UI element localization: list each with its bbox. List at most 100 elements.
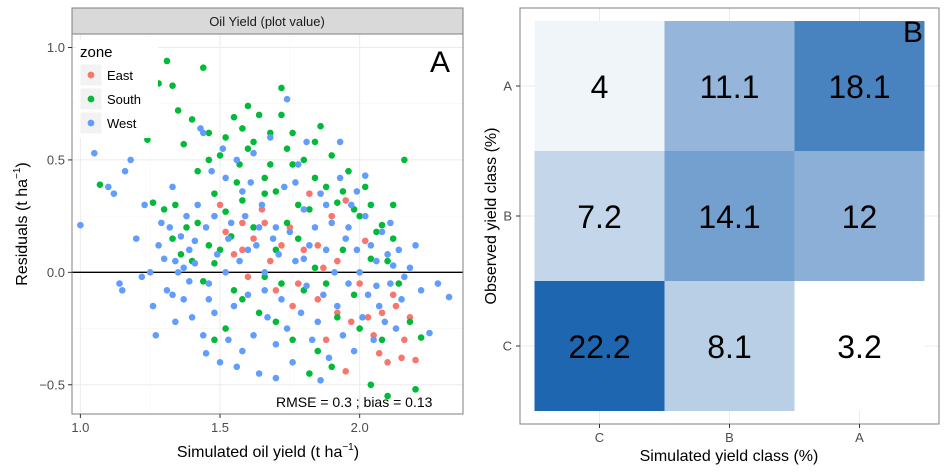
scatter-point-west	[225, 336, 232, 344]
scatter-point-west	[253, 242, 260, 249]
scatter-point-west	[233, 363, 241, 371]
scatter-point-west	[146, 269, 154, 276]
scatter-point-west	[188, 314, 196, 321]
scatter-point-west	[392, 325, 400, 332]
scatter-point-south	[199, 64, 207, 72]
scatter-points	[77, 57, 453, 400]
heatmap-x-tick-label: A	[855, 430, 864, 445]
scatter-point-east	[320, 264, 327, 272]
heatmap-cell	[794, 21, 925, 151]
heatmap-cell-label: 11.1	[700, 69, 760, 105]
scatter-point-south	[177, 251, 185, 258]
scatter-y-axis-title: Residuals (t ha−1)	[12, 162, 31, 285]
scatter-x-axis-title: Simulated oil yield (t ha−1)	[177, 442, 359, 461]
scatter-point-west	[278, 296, 285, 303]
scatter-point-east	[314, 242, 322, 249]
strip-header	[71, 7, 464, 35]
scatter-point-west	[216, 358, 224, 366]
scatter-point-south	[389, 235, 397, 242]
y-title-sup: −1	[12, 167, 23, 179]
scatter-point-west	[141, 201, 148, 209]
scatter-point-south	[322, 183, 330, 191]
scatter-point-west	[244, 291, 252, 299]
scatter-point-west	[180, 296, 188, 303]
scatter-point-west	[211, 309, 218, 317]
scatter-point-south	[149, 199, 157, 206]
scatter-point-south	[188, 116, 196, 123]
scatter-point-west	[230, 302, 238, 310]
scatter-point-south	[278, 111, 285, 119]
scatter-point-west	[292, 257, 299, 265]
scatter-point-east	[401, 336, 408, 344]
scatter-point-east	[328, 212, 336, 220]
scatter-point-west	[373, 257, 380, 265]
scatter-point-west	[308, 336, 316, 344]
scatter-point-east	[306, 190, 313, 197]
scatter-point-south	[205, 242, 213, 249]
scatter-point-west	[177, 233, 185, 240]
scatter-point-east	[398, 354, 405, 362]
scatter-point-west	[303, 282, 310, 290]
scatter-point-south	[306, 206, 313, 213]
heatmap-cell-label: 8.1	[707, 329, 751, 365]
heatmap-cells: 4 11.1 18.1 7.2 14.1 12 22.2 8.1 3.2	[534, 21, 925, 411]
scatter-point-west	[205, 280, 213, 287]
scatter-point-west	[191, 237, 199, 245]
scatter-point-south	[406, 318, 414, 326]
scatter-point-west	[406, 264, 414, 272]
scatter-point-west	[384, 251, 391, 258]
scatter-point-south	[384, 392, 391, 400]
scatter-point-east	[314, 296, 322, 303]
scatter-point-west	[172, 257, 179, 265]
scatter-point-west	[213, 251, 221, 258]
scatter-point-west	[118, 287, 126, 294]
scatter-point-south	[373, 228, 380, 236]
scatter-point-west	[225, 235, 232, 242]
scatter-point-east	[244, 273, 252, 281]
heatmap-cell	[664, 281, 795, 411]
scatter-point-east	[261, 219, 269, 227]
heatmap-y-axis-title: Observed yield class (%)	[483, 128, 500, 305]
scatter-point-south	[255, 309, 263, 317]
legend-title: zone	[80, 44, 113, 61]
scatter-point-south	[174, 107, 182, 114]
heatmap-x-axis-title: Simulated yield class (%)	[640, 448, 819, 465]
scatter-point-south	[356, 212, 363, 220]
scatter-point-west	[222, 174, 229, 182]
scatter-point-west	[244, 246, 252, 254]
heatmap-cell	[664, 151, 795, 281]
scatter-point-west	[306, 242, 313, 249]
scatter-point-south	[144, 136, 151, 143]
scatter-point-south	[389, 201, 397, 209]
x-tick-label: 1.0	[71, 420, 89, 435]
scatter-point-south	[367, 201, 375, 209]
scatter-point-south	[169, 82, 176, 90]
scatter-point-west	[322, 246, 330, 254]
scatter-point-south	[311, 138, 319, 146]
scatter-point-east	[375, 349, 383, 357]
scatter-point-south	[211, 190, 218, 197]
scatter-point-west	[239, 347, 246, 355]
scatter-point-west	[121, 167, 129, 175]
scatter-point-west	[186, 278, 193, 285]
scatter-point-west	[186, 246, 193, 254]
heatmap-cell-label: 3.2	[837, 329, 881, 365]
scatter-point-east	[250, 235, 257, 242]
scatter-point-west	[152, 332, 160, 339]
scatter-point-west	[336, 174, 344, 182]
scatter-point-south	[278, 84, 285, 92]
scatter-point-west	[361, 212, 369, 220]
y-tick-label: 0.5	[47, 152, 65, 167]
scatter-point-west	[331, 269, 338, 276]
scatter-point-east	[239, 246, 246, 254]
y-tick-label: 0.0	[47, 265, 65, 280]
heatmap-cell-label: 14.1	[698, 199, 760, 235]
scatter-point-west	[389, 262, 397, 269]
scatter-point-west	[375, 302, 383, 310]
scatter-point-south	[216, 152, 224, 159]
heatmap-y-tick-label: B	[503, 209, 512, 224]
scatter-point-west	[350, 347, 358, 355]
scatter-point-east	[222, 228, 229, 236]
scatter-point-west	[325, 354, 333, 362]
